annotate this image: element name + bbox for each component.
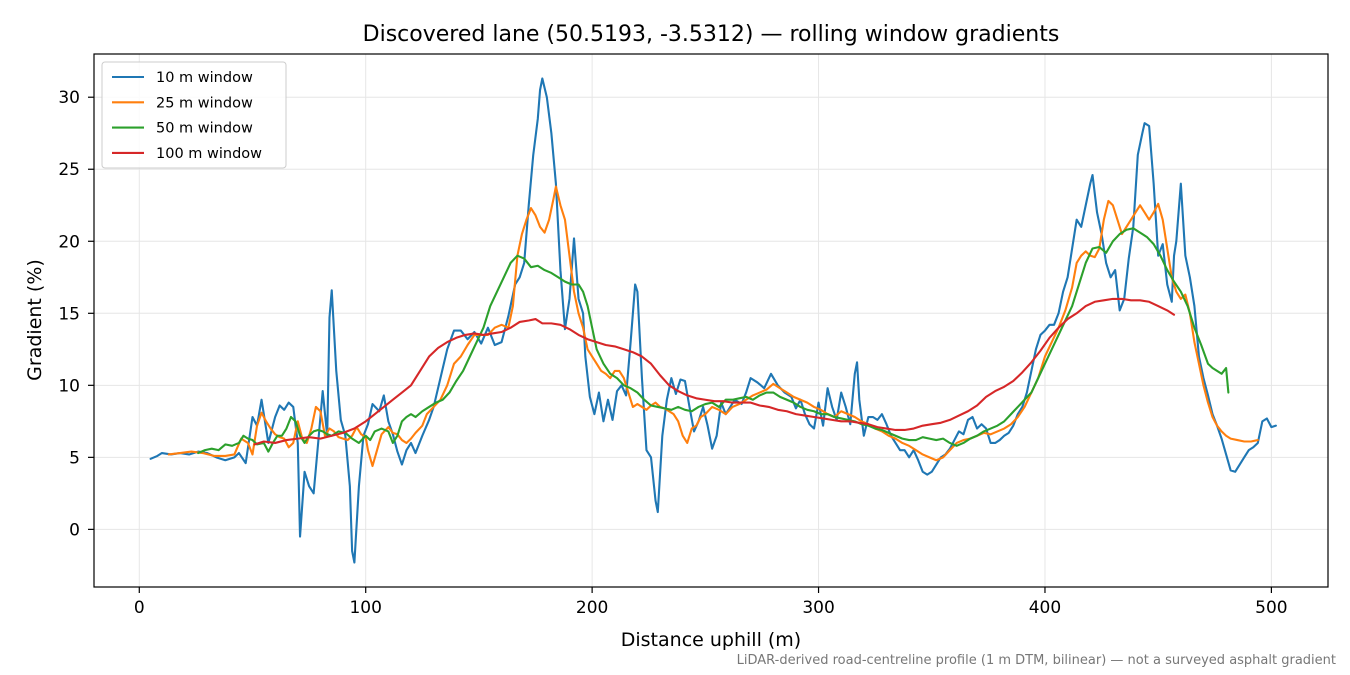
x-tick-label: 0 [134,598,145,618]
footnote: LiDAR-derived road-centreline profile (1… [737,653,1336,668]
x-tick-label: 100 [349,598,381,618]
legend-label: 100 m window [156,146,262,162]
x-tick-label: 300 [802,598,834,618]
x-axis-ticks: 0 100 200 300 400 500 [134,587,1288,618]
legend: 10 m window 25 m window 50 m window 100 m w… [101,61,287,169]
legend-label: 50 m window [156,121,253,137]
legend-box [101,61,287,169]
x-axis-label: Distance uphill (m) [621,629,801,651]
y-tick-label: 5 [69,448,80,468]
y-tick-label: 0 [69,520,80,540]
x-tick-label: 500 [1255,598,1287,618]
plot-frame [93,53,1329,588]
y-axis-label: Gradient (%) [24,259,46,381]
y-axis-ticks: 0 5 10 15 20 25 30 [58,88,94,540]
y-tick-label: 25 [58,160,80,180]
y-tick-label: 10 [58,376,80,396]
grid-lines [94,54,1328,587]
y-tick-label: 30 [58,88,80,108]
y-tick-label: 20 [58,232,80,252]
legend-label: 25 m window [156,95,253,111]
series-line-25-m-window [167,185,1259,468]
legend-label: 10 m window [156,70,253,86]
y-tick-label: 15 [58,304,80,324]
series-line-100-m-window [253,297,1176,446]
series-layer [149,77,1277,564]
series-line-50-m-window [197,227,1230,455]
x-tick-label: 400 [1029,598,1061,618]
x-tick-label: 200 [576,598,608,618]
chart-title: Discovered lane (50.5193, -3.5312) — rol… [363,22,1060,47]
